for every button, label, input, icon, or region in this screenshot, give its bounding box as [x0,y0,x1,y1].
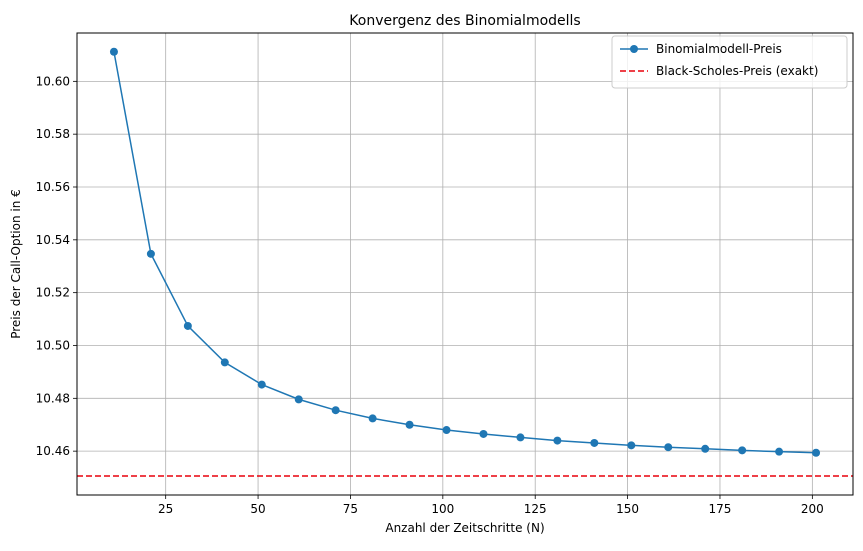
x-tick-label: 200 [801,502,824,516]
y-tick-label: 10.50 [36,338,70,352]
y-tick-label: 10.58 [36,127,70,141]
axis-ticks: 25 50 75 100 125 150 175 200 10.46 10.48 10.50 10.5… [36,74,824,516]
y-axis-label: Preis der Call-Option in € [9,189,23,339]
data-point-binomial [701,444,710,453]
plot-frame [76,32,854,496]
legend: Binomialmodell-Preis Black-Scholes-Preis… [611,35,848,89]
data-point-binomial [516,433,525,442]
data-point-binomial [109,47,118,56]
data-point-binomial [627,441,636,450]
x-axis-label: Anzahl der Zeitschritte (N) [385,521,544,535]
x-tick-label: 175 [709,502,732,516]
data-point-binomial [331,406,340,415]
data-point-binomial [146,249,155,258]
grid-lines [77,33,853,495]
series-line-binomial [113,51,817,454]
y-tick-label: 10.46 [36,444,70,458]
data-point-binomial [664,443,673,452]
x-tick-label: 50 [250,502,265,516]
data-point-binomial [183,321,192,330]
data-point-binomial [479,429,488,438]
x-tick-label: 25 [158,502,173,516]
legend-label-binomial: Binomialmodell-Preis [656,42,782,56]
x-tick-label: 100 [431,502,454,516]
x-tick-label: 125 [524,502,547,516]
y-tick-label: 10.56 [36,180,70,194]
y-tick-label: 10.60 [36,74,70,88]
data-point-binomial [442,426,451,435]
legend-box [611,35,848,89]
legend-label-black-scholes: Black-Scholes-Preis (exakt) [656,64,818,78]
data-layer [77,47,853,477]
data-point-binomial [405,420,414,429]
data-point-binomial [553,436,562,445]
y-tick-label: 10.54 [36,233,70,247]
data-point-binomial [294,395,303,404]
data-point-binomial [368,414,377,423]
y-tick-label: 10.48 [36,391,70,405]
plot-area [77,33,853,495]
chart-title: Konvergenz des Binomialmodells [349,13,580,29]
data-point-binomial [220,358,229,367]
data-point-binomial [812,448,821,457]
data-point-binomial [738,446,747,455]
legend-marker-binomial [630,45,638,53]
x-tick-label: 75 [343,502,358,516]
y-tick-label: 10.52 [36,286,70,300]
data-point-binomial [257,380,266,389]
x-tick-label: 150 [616,502,639,516]
data-point-binomial [775,447,784,456]
data-point-binomial [590,438,599,447]
